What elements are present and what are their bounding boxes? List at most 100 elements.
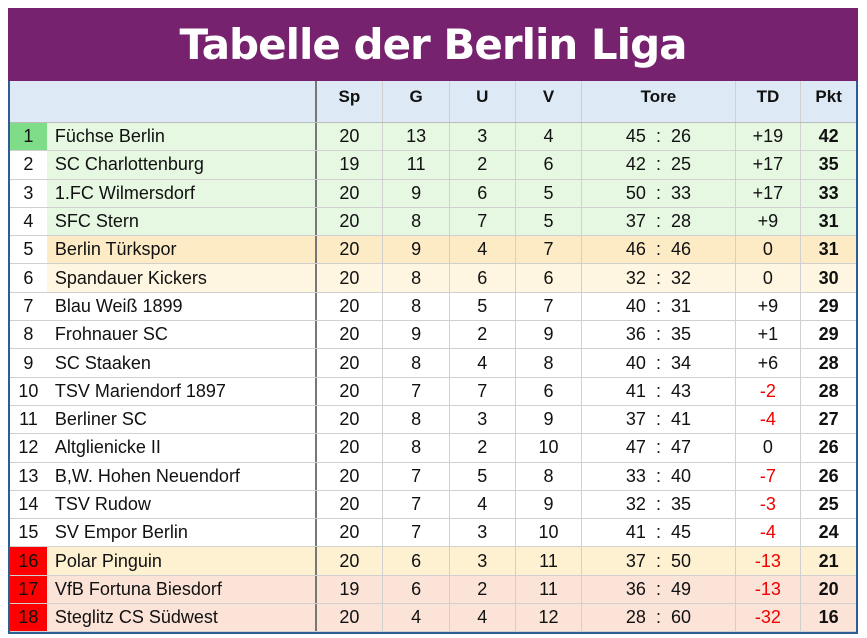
losses: 10 xyxy=(516,434,583,462)
losses: 6 xyxy=(516,151,583,179)
played: 20 xyxy=(317,547,384,575)
rank-cell: 17 xyxy=(10,575,47,604)
table-header: Sp G U V Tore TD Pkt xyxy=(10,81,856,123)
table-row: 11 Berliner SC 20 8 3 9 37 : 41 -4 27 xyxy=(10,405,856,435)
points: 25 xyxy=(818,494,839,514)
losses: 8 xyxy=(516,462,583,490)
rank-cell: 1 xyxy=(10,123,47,151)
team-name: Berliner SC xyxy=(47,405,317,434)
goal-difference: -7 xyxy=(736,462,802,490)
table-row: 15 SV Empor Berlin 20 7 3 10 41 : 45 -4 24 xyxy=(10,519,856,548)
points: 33 xyxy=(818,182,839,203)
table-row: 18 Steglitz CS Südwest 20 4 4 12 28 : 60 -32 16 xyxy=(10,604,856,633)
losses: 5 xyxy=(516,179,583,207)
losses: 9 xyxy=(516,321,583,349)
table-row: 14 TSV Rudow 20 7 4 9 32 : 35 -3 25 xyxy=(10,490,856,520)
table-row: 17 VfB Fortuna Biesdorf 19 6 2 11 36 : 49 -13 20 xyxy=(10,575,856,605)
played: 20 xyxy=(317,123,384,151)
draws: 7 xyxy=(450,207,516,236)
goals: 36 : 49 xyxy=(582,575,736,604)
rank-cell: 5 xyxy=(10,236,47,264)
team-name: B,W. Hohen Neuendorf xyxy=(47,462,317,490)
losses: 6 xyxy=(516,377,583,405)
played: 20 xyxy=(317,405,384,434)
table-row: 7 Blau Weiß 1899 20 8 5 7 40 : 31 +9 29 xyxy=(10,292,856,322)
wins: 13 xyxy=(383,123,450,151)
wins: 7 xyxy=(383,490,450,519)
played: 19 xyxy=(317,151,384,179)
team-name: Berlin Türkspor xyxy=(47,236,317,264)
table-row: 4 SFC Stern 20 8 7 5 37 : 28 +9 31 xyxy=(10,207,856,237)
team-name: SC Staaken xyxy=(47,349,317,377)
played: 20 xyxy=(317,264,384,292)
goal-difference: +6 xyxy=(736,349,802,377)
table-row: 10 TSV Mariendorf 1897 20 7 7 6 41 : 43 -2 28 xyxy=(10,377,856,406)
points: 28 xyxy=(818,352,839,373)
goals: 50 : 33 xyxy=(582,179,736,207)
points: 20 xyxy=(818,578,839,599)
wins: 7 xyxy=(383,519,450,547)
rank-cell: 12 xyxy=(10,434,47,462)
draws: 5 xyxy=(450,292,516,321)
goals: 41 : 45 xyxy=(582,519,736,547)
team-name: TSV Mariendorf 1897 xyxy=(47,377,317,405)
rank-cell: 14 xyxy=(10,490,47,519)
goal-difference: +9 xyxy=(736,207,802,236)
losses: 4 xyxy=(516,123,583,151)
table-row: 8 Frohnauer SC 20 9 2 9 36 : 35 +1 29 xyxy=(10,321,856,350)
points: 35 xyxy=(818,154,839,175)
team-name: Spandauer Kickers xyxy=(47,264,317,292)
draws: 3 xyxy=(450,123,516,151)
rank-cell: 9 xyxy=(10,349,47,377)
wins: 8 xyxy=(383,349,450,377)
losses: 8 xyxy=(516,349,583,377)
goal-difference: -32 xyxy=(736,604,802,632)
table-row: 2 SC Charlottenburg 19 11 2 6 42 : 25 +17 35 xyxy=(10,151,856,180)
points: 29 xyxy=(818,324,839,345)
team-name: Frohnauer SC xyxy=(47,321,317,349)
played: 20 xyxy=(317,519,384,547)
draws: 2 xyxy=(450,434,516,462)
wins: 8 xyxy=(383,405,450,434)
played: 20 xyxy=(317,604,384,632)
goal-difference: -13 xyxy=(736,547,802,575)
played: 20 xyxy=(317,377,384,405)
team-name: Polar Pinguin xyxy=(47,547,317,575)
goal-difference: +19 xyxy=(736,123,802,151)
points: 31 xyxy=(818,239,839,260)
wins: 9 xyxy=(383,179,450,207)
points: 27 xyxy=(818,409,839,430)
goals: 46 : 46 xyxy=(582,236,736,264)
rank-cell: 10 xyxy=(10,377,47,405)
wins: 8 xyxy=(383,264,450,292)
team-name: SC Charlottenburg xyxy=(47,151,317,179)
losses: 11 xyxy=(516,575,583,604)
team-name: TSV Rudow xyxy=(47,490,317,519)
goal-difference: -13 xyxy=(736,575,802,604)
goal-difference: +9 xyxy=(736,292,802,321)
wins: 7 xyxy=(383,462,450,490)
points: 42 xyxy=(818,126,839,147)
table-row: 1 Füchse Berlin 20 13 3 4 45 : 26 +19 42 xyxy=(10,123,856,152)
team-name: SFC Stern xyxy=(47,207,317,236)
played: 20 xyxy=(317,462,384,490)
goals: 37 : 41 xyxy=(582,405,736,434)
team-name: 1.FC Wilmersdorf xyxy=(47,179,317,207)
losses: 10 xyxy=(516,519,583,547)
rank-cell: 11 xyxy=(10,405,47,434)
goals: 37 : 28 xyxy=(582,207,736,236)
played: 20 xyxy=(317,490,384,519)
rank-cell: 15 xyxy=(10,519,47,547)
losses: 12 xyxy=(516,604,583,632)
goals: 47 : 47 xyxy=(582,434,736,462)
draws: 4 xyxy=(450,349,516,377)
header-u: U xyxy=(450,81,516,122)
goals: 32 : 32 xyxy=(582,264,736,292)
played: 20 xyxy=(317,321,384,349)
draws: 5 xyxy=(450,462,516,490)
goal-difference: 0 xyxy=(736,236,802,264)
goals: 40 : 31 xyxy=(582,292,736,321)
losses: 9 xyxy=(516,490,583,519)
wins: 8 xyxy=(383,434,450,462)
draws: 4 xyxy=(450,236,516,264)
